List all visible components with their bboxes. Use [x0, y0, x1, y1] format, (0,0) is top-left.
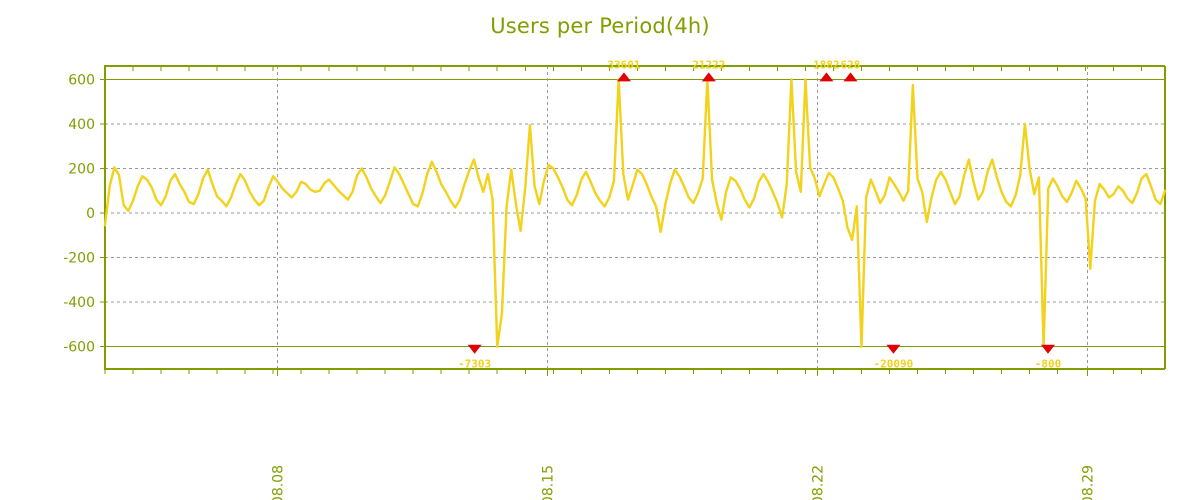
plot-frame [104, 65, 1166, 370]
annotations: 33601 21222 1882 628 -7303 -20090 -800 [458, 58, 1061, 370]
series-line-users [103, 78, 1167, 348]
peak-marker[interactable] [819, 72, 834, 82]
peak-marker[interactable] [843, 72, 858, 82]
x-axis-ticks: 2024.08.08 2024.08.15 2024.08.22 2024.08.29 [104, 66, 1143, 500]
peak-marker[interactable] [701, 72, 716, 82]
y-axis-ticks: 600 400 200 0 -200 -400 -600 [63, 72, 105, 356]
x-axis-label: 2024.08.29 [1080, 465, 1096, 500]
annotation-value-label: 1882 [813, 58, 840, 71]
y-axis-label: 200 [68, 161, 95, 177]
x-axis-label: 2024.08.22 [810, 465, 826, 500]
y-axis-label: 600 [68, 72, 95, 88]
annotation-value-label: -7303 [458, 358, 491, 371]
y-axis-label: -200 [63, 251, 95, 267]
annotation-value-label: 628 [841, 58, 861, 71]
trough-marker[interactable] [467, 344, 482, 354]
x-axis-label: 2024.08.15 [540, 465, 556, 500]
annotation-value-label: -800 [1035, 358, 1062, 371]
data-series-users [103, 78, 1167, 348]
annotation-value-label: -20090 [874, 358, 914, 371]
grid-lines [105, 66, 1165, 369]
x-axis-label: 2024.08.08 [271, 465, 287, 500]
y-axis-label: -400 [63, 295, 95, 311]
trough-marker[interactable] [886, 344, 901, 354]
y-axis-label: 0 [86, 206, 95, 222]
peak-marker[interactable] [616, 72, 631, 82]
y-axis-label: -600 [63, 340, 95, 356]
y-axis-label: 400 [68, 117, 95, 133]
annotation-value-label: 21222 [692, 58, 725, 71]
annotation-value-label: 33601 [607, 58, 640, 71]
trough-marker[interactable] [1040, 344, 1055, 354]
chart-title: Users per Period(4h) [490, 14, 710, 38]
